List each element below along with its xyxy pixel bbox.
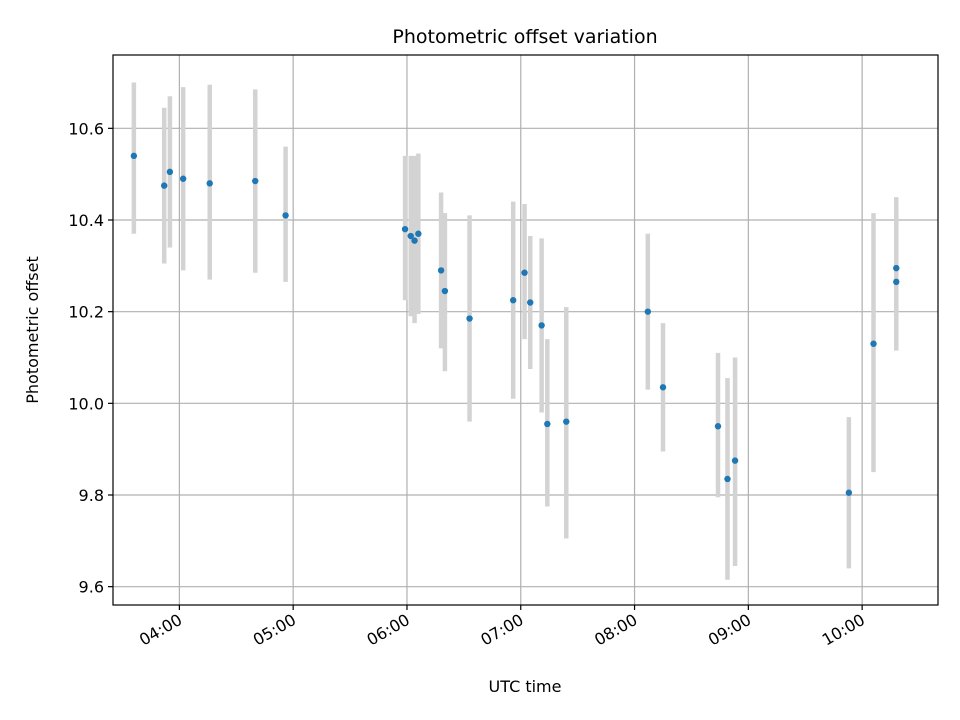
- data-point: [845, 489, 853, 496]
- y-tick-label: 9.8: [79, 486, 104, 505]
- data-point: [401, 225, 409, 233]
- x-tick-label: 08:00: [591, 610, 640, 650]
- data-points: [130, 152, 900, 496]
- data-point: [407, 232, 414, 240]
- data-point: [509, 297, 517, 304]
- data-point: [441, 287, 449, 295]
- y-tick-label: 9.6: [79, 578, 104, 597]
- data-point: [714, 423, 722, 430]
- data-point: [437, 267, 445, 274]
- data-point: [411, 237, 418, 244]
- data-point: [166, 168, 174, 176]
- data-point: [466, 315, 473, 322]
- data-point: [252, 177, 259, 185]
- data-point: [659, 384, 667, 391]
- x-tick-label: 05:00: [250, 610, 299, 650]
- data-point: [521, 269, 528, 276]
- gridlines: [113, 55, 938, 605]
- data-point: [538, 322, 545, 329]
- y-tick-label: 10.0: [68, 394, 104, 413]
- plot-area-frame: [112, 54, 939, 606]
- data-point: [206, 180, 213, 187]
- y-tick-label: 10.6: [68, 119, 104, 138]
- x-axis-title: UTC time: [489, 677, 562, 696]
- data-point: [893, 264, 900, 272]
- data-point: [161, 182, 168, 189]
- y-axis-ticks: 9.6 9.8 10.0 10.2 10.4 10.6: [68, 119, 113, 597]
- data-point: [179, 175, 187, 182]
- x-tick-label: 04:00: [136, 610, 185, 650]
- data-point: [870, 340, 877, 347]
- data-point: [415, 230, 422, 237]
- x-axis-ticks: 04:00 05:00 06:00 07:00 08:00 09:00 10:00: [136, 605, 868, 650]
- y-axis-title: Photometric offset: [23, 256, 42, 404]
- error-bars: [131, 82, 899, 580]
- x-tick-label: 07:00: [477, 610, 526, 650]
- data-point: [644, 308, 652, 315]
- data-point: [563, 418, 570, 425]
- data-point: [724, 475, 731, 483]
- data-point: [893, 278, 900, 286]
- x-tick-label: 06:00: [364, 610, 413, 650]
- data-point: [731, 457, 739, 464]
- data-point: [527, 299, 534, 306]
- data-point: [544, 420, 551, 428]
- y-tick-label: 10.4: [68, 211, 104, 230]
- x-tick-label: 09:00: [705, 610, 754, 650]
- x-tick-label: 10:00: [819, 610, 868, 650]
- data-point: [130, 152, 138, 160]
- y-tick-label: 10.2: [68, 303, 104, 322]
- data-point: [282, 212, 289, 219]
- chart-title: Photometric offset variation: [392, 26, 657, 48]
